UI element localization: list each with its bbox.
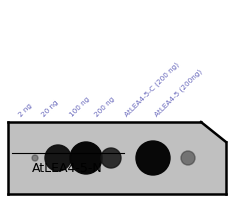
Text: AtLEA4-5-N: AtLEA4-5-N — [31, 162, 102, 176]
Circle shape — [70, 142, 102, 174]
Text: 20 ng: 20 ng — [41, 99, 60, 118]
Circle shape — [32, 155, 38, 161]
Text: 2 ng: 2 ng — [18, 102, 33, 118]
Text: 200 ng: 200 ng — [94, 96, 116, 118]
Polygon shape — [8, 122, 226, 194]
Circle shape — [136, 141, 170, 175]
Text: 100 ng: 100 ng — [69, 96, 91, 118]
Circle shape — [45, 145, 71, 171]
Text: AtLEA4-5-C (200 ng): AtLEA4-5-C (200 ng) — [124, 61, 180, 118]
Circle shape — [101, 148, 121, 168]
Text: AtLEA4-5 (200ng): AtLEA4-5 (200ng) — [154, 68, 203, 118]
Circle shape — [181, 151, 195, 165]
